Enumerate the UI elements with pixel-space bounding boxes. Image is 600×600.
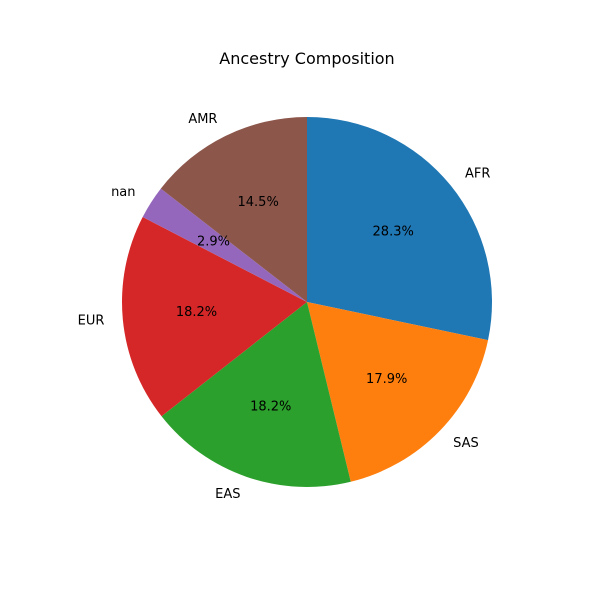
slice-percent-eas: 18.2%	[250, 399, 291, 414]
slice-percent-nan: 2.9%	[197, 235, 230, 250]
pie-slice-afr	[307, 117, 493, 341]
pie-slice-sas	[307, 302, 489, 482]
slice-percent-sas: 17.9%	[366, 372, 407, 387]
pie-slice-eas	[161, 302, 351, 487]
pie-labels: AFR 28.3% SAS 17.9% EAS 18.2% EUR 18.2% nan 2.9% A…	[78, 112, 491, 502]
pie-slice-amr	[160, 117, 307, 302]
slice-percent-afr: 28.3%	[373, 225, 414, 240]
pie-slice-eur	[122, 216, 307, 417]
slice-label-eas: EAS	[215, 487, 240, 502]
slice-percent-amr: 14.5%	[238, 195, 279, 210]
slice-label-amr: AMR	[188, 112, 217, 127]
slice-label-eur: EUR	[78, 314, 105, 329]
slice-percent-eur: 18.2%	[176, 305, 217, 320]
chart-title: Ancestry Composition	[219, 49, 394, 68]
slice-label-nan: nan	[111, 185, 135, 200]
slice-label-afr: AFR	[465, 166, 490, 181]
slice-label-sas: SAS	[453, 436, 479, 451]
pie-slice-nan	[142, 188, 307, 302]
pie-slices	[122, 117, 493, 487]
